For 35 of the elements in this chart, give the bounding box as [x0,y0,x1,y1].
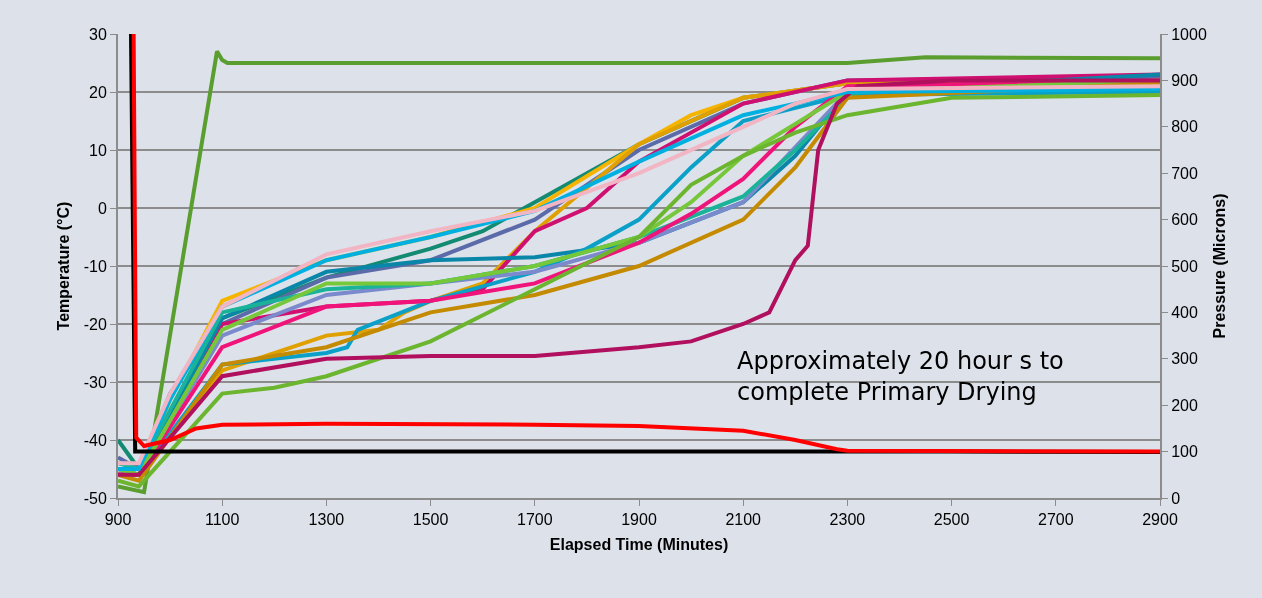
y-tick-label: 20 [89,83,107,101]
y2-tick-label: 100 [1171,443,1198,461]
x-tick-label: 1300 [308,511,345,529]
x-tick-label: 2100 [725,511,762,529]
x-tick-label: 1900 [621,511,657,529]
y2-tick-label: 1000 [1171,25,1207,43]
y2-tick-label: 700 [1171,164,1198,182]
y-tick-label: 0 [97,199,107,217]
y-tick-label: -10 [83,257,107,275]
x-tick-label: 2900 [1142,511,1178,529]
y-tick-label: 30 [89,25,107,43]
y-tick-label: -30 [83,373,107,391]
y2-axis-title: Pressure (Microns) [1211,193,1229,339]
x-tick-label: 2700 [1038,511,1074,529]
y-tick-label: -40 [83,431,107,449]
y-tick-label: -50 [83,489,107,507]
y2-tick-label: 500 [1171,257,1198,275]
y2-tick-label: 900 [1171,72,1198,89]
x-tick-label: 1700 [517,511,553,529]
y2-tick-label: 300 [1171,350,1198,368]
x-axis-title: Elapsed Time (Minutes) [549,536,729,554]
annotation: Approximately 20 hour s to complete Primary Drying [737,347,1064,407]
x-tick-label: 2500 [933,511,970,529]
x-tick-label: 1500 [412,511,449,529]
y2-tick-label: 800 [1171,118,1198,136]
y-tick-label: 10 [89,141,107,159]
y2-tick-label: 600 [1171,211,1198,229]
x-tick-label: 900 [104,511,132,529]
x-tick-label: 2300 [829,511,866,529]
y-tick-label: -20 [83,315,107,333]
x-tick-label: 1100 [205,511,240,529]
y2-tick-label: 200 [1171,396,1198,414]
y2-tick-label: 400 [1171,304,1198,321]
y2-tick-label: 0 [1171,489,1181,507]
y-axis-title: Temperature (°C) [55,201,73,331]
